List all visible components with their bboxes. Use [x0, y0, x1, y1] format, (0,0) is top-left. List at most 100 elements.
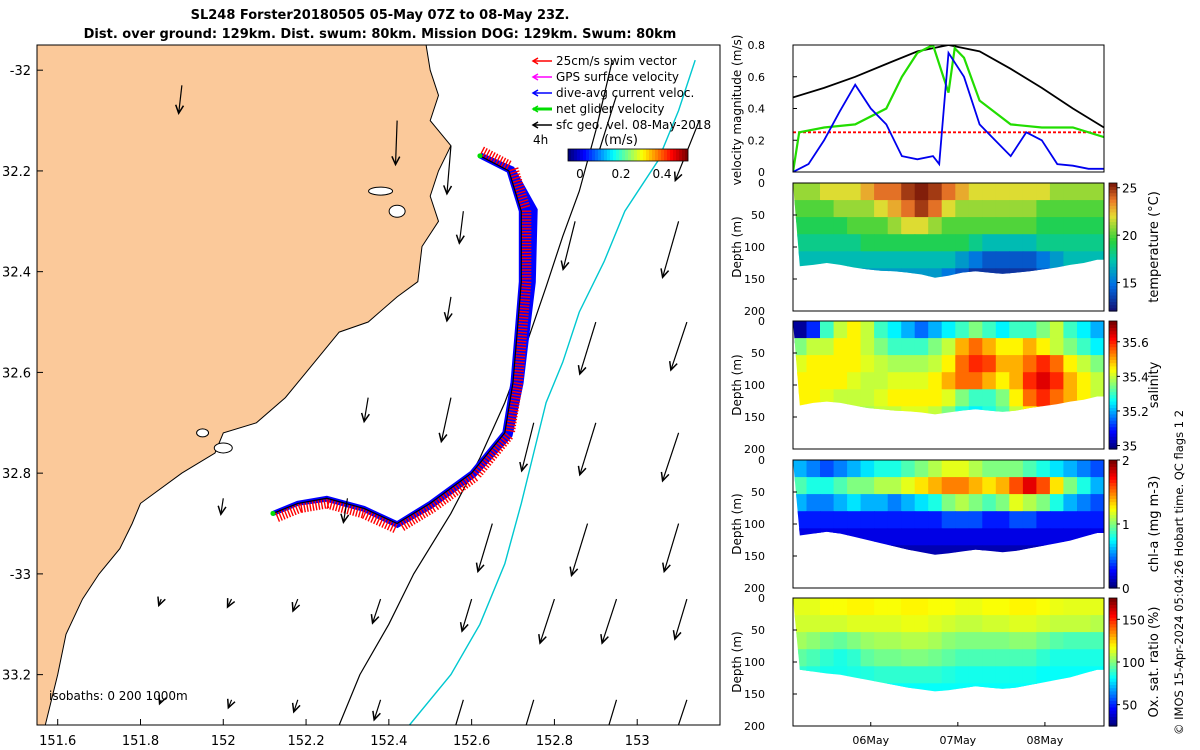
sfc-velocity-arrowhead	[443, 312, 453, 323]
swim-vector-line	[360, 508, 365, 519]
section-cell	[995, 183, 1010, 206]
section-cell	[982, 666, 997, 689]
colorbar-cell	[1109, 626, 1117, 631]
section-cell	[1036, 217, 1051, 240]
colorbar-cell	[1109, 636, 1117, 641]
section-cell	[874, 372, 889, 395]
section-cell	[914, 511, 929, 534]
map-x-tick-label: 152.2	[287, 734, 324, 749]
section-cell	[847, 372, 862, 395]
swim-vector-line	[367, 511, 373, 522]
section-cell	[1049, 234, 1064, 257]
colorbar-tick-label: 0	[1122, 582, 1130, 596]
colorbar-cell	[1109, 356, 1117, 360]
swim-vector-line	[511, 390, 522, 394]
section-cell	[941, 268, 956, 278]
section-cell	[1090, 598, 1104, 621]
sfc-velocity-arrow	[292, 598, 299, 612]
colorbar-cell	[1109, 562, 1117, 567]
colorbar-cell	[1109, 524, 1117, 528]
section-cell	[1063, 338, 1078, 361]
section-cell	[1022, 477, 1037, 500]
colorbar-cell	[1109, 231, 1117, 235]
section-cell	[928, 355, 943, 378]
colorbar-cell	[1109, 700, 1117, 705]
section-cell	[1090, 477, 1104, 500]
sfc-velocity-arrowhead	[340, 513, 350, 525]
section-cell	[887, 649, 902, 672]
section-cell	[874, 477, 889, 500]
section-cell	[1049, 460, 1064, 483]
section-cell	[1063, 460, 1078, 483]
section-cell	[955, 598, 970, 621]
swim-vector-line	[507, 414, 518, 418]
section-cell	[806, 268, 821, 278]
section-cell	[1063, 217, 1078, 240]
swim-vector-line	[519, 304, 530, 307]
section-cell	[1036, 389, 1051, 412]
swim-vector-line	[340, 502, 345, 513]
colorbar-cell	[1109, 671, 1117, 676]
swim-vector-line	[515, 349, 526, 352]
section-cell	[955, 406, 970, 415]
colorbar-cell	[1109, 195, 1117, 200]
section-cell	[1009, 545, 1024, 555]
section-cell	[955, 615, 970, 638]
track-end-marker	[270, 510, 276, 516]
section-cell	[955, 338, 970, 361]
colorbar-cell	[1109, 690, 1117, 695]
colorbar-cell	[1109, 556, 1117, 560]
swim-vector-line	[461, 479, 469, 489]
section-cell	[847, 598, 862, 621]
swim-vector-line	[349, 505, 354, 516]
colorbar-cell	[1109, 668, 1117, 673]
section-cell	[887, 183, 902, 206]
section-cell	[1063, 183, 1078, 206]
section-cell	[1077, 511, 1092, 534]
swim-vector-line	[498, 439, 508, 447]
swim-vector-line	[399, 521, 406, 531]
swim-vector-line	[414, 512, 421, 522]
colorbar-cell	[1109, 365, 1117, 370]
section-cell	[1022, 528, 1037, 551]
section-cell	[1022, 217, 1037, 240]
section-cell	[1022, 389, 1037, 412]
swim-vector-line	[275, 512, 281, 522]
colorbar-tick-label: 100	[1122, 656, 1145, 670]
section-cell	[806, 460, 821, 483]
colorbar-cell	[1109, 678, 1117, 682]
section-cell	[982, 460, 997, 483]
section-cell	[914, 183, 929, 206]
section-cell	[887, 494, 902, 517]
colorbar-cell	[1109, 295, 1117, 299]
section-cell	[1077, 372, 1092, 395]
sfc-velocity-arrow	[670, 321, 688, 371]
section-cell	[1063, 321, 1078, 344]
swim-vector-line	[389, 521, 396, 532]
section-cell	[955, 632, 970, 655]
section-cell	[995, 321, 1010, 344]
section-cell	[1009, 321, 1024, 344]
swim-vector-line	[411, 513, 419, 524]
sfc-velocity-arrowhead	[600, 634, 609, 645]
colorbar-cell	[1109, 327, 1117, 332]
colorbar-cell	[1109, 192, 1117, 197]
section-cell	[1009, 406, 1024, 415]
colorbar-tick-label: 35	[1122, 440, 1137, 454]
section-cell	[968, 268, 983, 278]
section-cell	[847, 234, 862, 257]
swim-vector-line	[381, 518, 387, 528]
swim-vector-line	[458, 481, 466, 491]
section-cell	[806, 234, 821, 257]
section-cell	[901, 200, 916, 223]
velocity-scale-colorbar-cell	[637, 149, 641, 161]
colorbar-cell	[1109, 221, 1117, 226]
section-cell	[847, 217, 862, 240]
legend-swatch-head	[531, 89, 539, 97]
section-cell	[806, 494, 821, 517]
velocity-scale-colorbar-cell	[619, 149, 623, 161]
section-cell	[1036, 183, 1051, 206]
section-cell	[1036, 460, 1051, 483]
section-cell	[995, 355, 1010, 378]
colorbar-cell	[1109, 279, 1117, 283]
